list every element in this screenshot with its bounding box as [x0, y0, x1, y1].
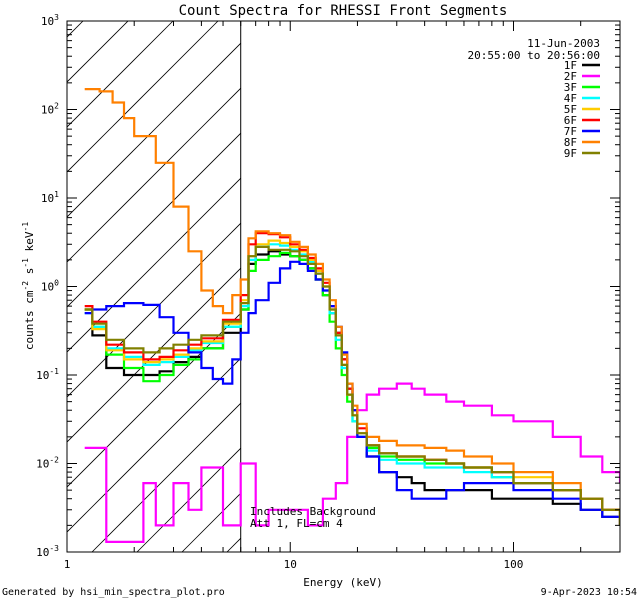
y-tick-label: 103 [41, 13, 59, 28]
x-tick-label: 100 [504, 558, 524, 571]
y-axis-label-part-3: keV [23, 231, 36, 258]
series-8F [84, 88, 620, 526]
legend-label-5F: 5F [564, 103, 577, 116]
tick-labels: 1 10 100 10-3 10-2 10-1 100 101 102 103 [36, 13, 523, 571]
annotation-attenuator: Att 1, FL=cm 4 [250, 517, 343, 530]
x-axis-label: Energy (keV) [303, 576, 382, 589]
hatch-line [67, 177, 241, 353]
hatch-line [226, 537, 241, 552]
x-tick-label: 10 [284, 558, 297, 571]
legend-label-4F: 4F [564, 92, 577, 105]
hatch-line [0, 21, 38, 552]
series-9F [84, 245, 620, 526]
series-group [84, 88, 620, 543]
background-hatch [0, 21, 241, 552]
hatch-line [67, 42, 241, 218]
x-tick-label: 1 [64, 558, 71, 571]
legend-label-1F: 1F [564, 59, 577, 72]
y-axis-label-exp-1: -2 [21, 281, 30, 291]
hatch-line [67, 87, 241, 263]
hatch-line [91, 402, 241, 552]
y-tick-label: 101 [41, 190, 59, 205]
legend-label-9F: 9F [564, 147, 577, 160]
y-axis-label: counts cm-2 s-1 keV-1 [21, 222, 36, 350]
hatch-line [67, 21, 129, 83]
y-tick-label: 102 [41, 102, 59, 117]
legend-label-2F: 2F [564, 70, 577, 83]
hatch-line [67, 21, 174, 128]
series-6F [84, 232, 620, 526]
y-tick-label: 10-1 [36, 367, 59, 382]
legend-label-8F: 8F [564, 136, 577, 149]
footer-timestamp: 9-Apr-2023 10:54 [541, 587, 637, 598]
y-axis-label-exp-2: -1 [21, 258, 30, 268]
hatch-line [67, 267, 241, 443]
hatch-line [136, 447, 241, 552]
y-axis-label-part-1: counts cm [23, 290, 36, 350]
footer-generated-by: Generated by hsi_min_spectra_plot.pro [2, 587, 225, 598]
axis-ticks [66, 20, 621, 553]
y-tick-label: 10-3 [36, 544, 59, 559]
hatch-line [67, 132, 241, 308]
legend-label-6F: 6F [564, 114, 577, 127]
chart-title: Count Spectra for RHESSI Front Segments [179, 3, 508, 19]
legend-label-3F: 3F [564, 81, 577, 94]
y-tick-label: 10-2 [36, 456, 59, 471]
y-tick-label: 100 [41, 279, 59, 294]
legend-label-7F: 7F [564, 125, 577, 138]
annotation-background: Includes Background [250, 505, 376, 518]
observation-date: 11-Jun-2003 [527, 37, 600, 50]
series-2F [84, 382, 620, 543]
hatch-line [67, 21, 219, 173]
y-axis-label-part-2: s [23, 268, 36, 281]
hatch-line [67, 357, 241, 533]
hatch-line [67, 312, 241, 488]
observation-time-range: 20:55:00 to 20:56:00 [468, 49, 600, 62]
y-axis-label-exp-3: -1 [21, 222, 30, 232]
hatch-line [67, 222, 241, 398]
